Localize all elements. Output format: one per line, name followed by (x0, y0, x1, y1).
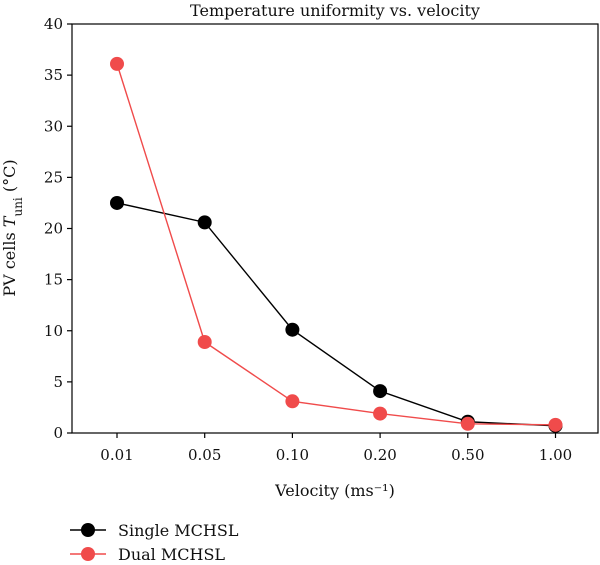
y-tick-label: 30 (44, 117, 63, 135)
legend: Single MCHSL Dual MCHSL (70, 521, 239, 564)
x-axis: 0.01 0.05 0.10 0.20 0.50 1.00 (100, 433, 572, 464)
x-tick-label: 0.05 (188, 446, 221, 464)
y-tick-label: 25 (44, 168, 63, 186)
legend-label-single-mchsl: Single MCHSL (118, 521, 239, 540)
series-line-single-mchsl (116, 202, 556, 427)
y-axis-label-variable: T (0, 215, 19, 227)
data-point-dual-mchsl (460, 416, 475, 431)
data-point-single-mchsl (110, 195, 124, 210)
x-tick-label: 1.00 (539, 446, 572, 464)
data-point-single-mchsl (373, 384, 388, 399)
x-axis-label: Velocity (ms⁻¹) (274, 481, 395, 500)
x-tick-label: 0.01 (100, 446, 133, 464)
x-tick-label: 0.50 (451, 446, 484, 464)
y-axis-label: PV cells Tuni (°C) (0, 159, 25, 296)
y-tick-label: 0 (53, 424, 63, 442)
data-point-dual-mchsl (548, 417, 563, 432)
data-point-dual-mchsl (110, 56, 124, 71)
y-axis: 0 5 10 15 20 25 30 35 40 (44, 15, 72, 442)
y-axis-label-suffix: (°C) (0, 159, 19, 197)
data-point-single-mchsl (285, 322, 300, 337)
data-point-dual-mchsl (197, 334, 212, 349)
legend-marker-single-mchsl (81, 523, 95, 537)
data-point-dual-mchsl (285, 394, 300, 409)
x-tick-label: 0.10 (276, 446, 309, 464)
plot-frame (71, 23, 599, 434)
y-tick-label: 15 (44, 271, 63, 289)
legend-marker-dual-mchsl (81, 547, 95, 561)
y-tick-label: 10 (44, 322, 63, 340)
data-point-single-mchsl (197, 215, 212, 230)
x-tick-label: 0.20 (363, 446, 396, 464)
y-tick-label: 35 (44, 66, 63, 84)
y-tick-label: 20 (44, 220, 63, 238)
series-line-dual-mchsl (116, 63, 556, 426)
legend-label-dual-mchsl: Dual MCHSL (118, 545, 225, 564)
y-tick-label: 5 (53, 373, 63, 391)
y-axis-label-prefix: PV cells (0, 227, 19, 296)
y-axis-label-subscript: uni (11, 197, 25, 216)
chart-title: Temperature uniformity vs. velocity (190, 1, 480, 20)
series-layer (110, 56, 563, 433)
y-tick-label: 40 (44, 15, 63, 33)
data-point-dual-mchsl (373, 406, 388, 421)
